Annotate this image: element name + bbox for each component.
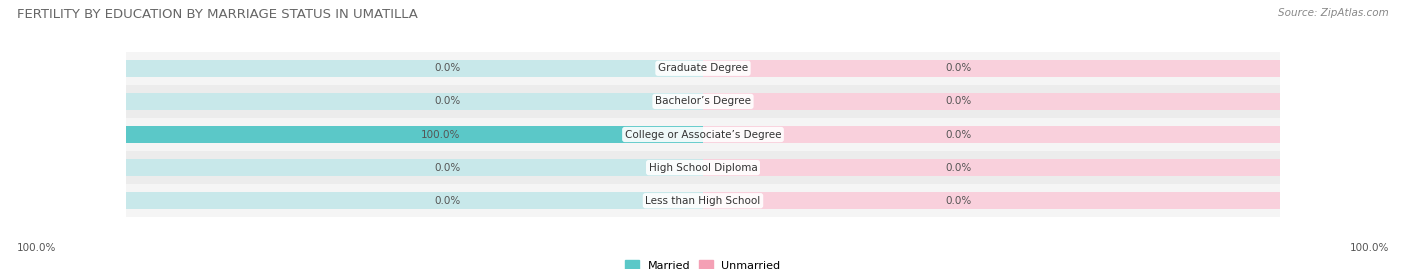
- Bar: [703, 159, 1281, 176]
- Text: 0.0%: 0.0%: [945, 63, 972, 73]
- Text: Source: ZipAtlas.com: Source: ZipAtlas.com: [1278, 8, 1389, 18]
- Bar: [703, 192, 1281, 209]
- Text: 0.0%: 0.0%: [434, 63, 461, 73]
- Text: High School Diploma: High School Diploma: [648, 162, 758, 173]
- Legend: Married, Unmarried: Married, Unmarried: [621, 256, 785, 269]
- Bar: [125, 126, 703, 143]
- Text: Graduate Degree: Graduate Degree: [658, 63, 748, 73]
- Bar: [125, 126, 703, 143]
- Text: 0.0%: 0.0%: [434, 196, 461, 206]
- Text: 0.0%: 0.0%: [945, 162, 972, 173]
- Text: 0.0%: 0.0%: [945, 129, 972, 140]
- Text: 0.0%: 0.0%: [945, 196, 972, 206]
- Text: 0.0%: 0.0%: [945, 96, 972, 107]
- Text: Less than High School: Less than High School: [645, 196, 761, 206]
- Bar: [703, 93, 1281, 110]
- Text: FERTILITY BY EDUCATION BY MARRIAGE STATUS IN UMATILLA: FERTILITY BY EDUCATION BY MARRIAGE STATU…: [17, 8, 418, 21]
- Text: 100.0%: 100.0%: [17, 243, 56, 253]
- Bar: [125, 93, 703, 110]
- Bar: [703, 60, 1281, 77]
- Bar: [125, 60, 703, 77]
- Bar: [703, 126, 1281, 143]
- Text: College or Associate’s Degree: College or Associate’s Degree: [624, 129, 782, 140]
- Text: Bachelor’s Degree: Bachelor’s Degree: [655, 96, 751, 107]
- Bar: [125, 151, 1281, 184]
- Bar: [125, 159, 703, 176]
- Text: 0.0%: 0.0%: [434, 162, 461, 173]
- Text: 100.0%: 100.0%: [1350, 243, 1389, 253]
- Bar: [125, 118, 1281, 151]
- Bar: [125, 184, 1281, 217]
- Bar: [125, 52, 1281, 85]
- Bar: [125, 192, 703, 209]
- Text: 100.0%: 100.0%: [420, 129, 461, 140]
- Bar: [125, 85, 1281, 118]
- Text: 0.0%: 0.0%: [434, 96, 461, 107]
